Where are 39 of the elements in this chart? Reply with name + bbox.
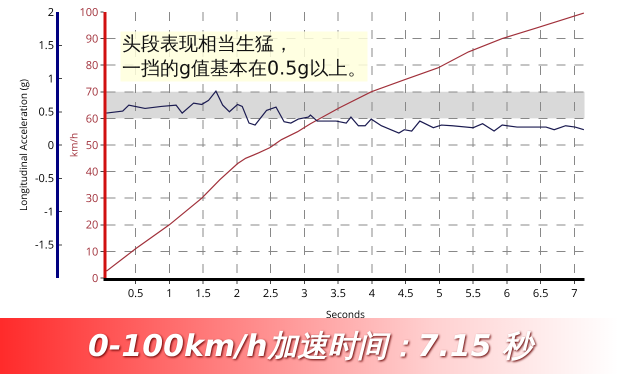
annotation: 头段表现相当生猛，一挡的g值基本在0.5g以上。 — [122, 33, 366, 80]
y2-tick-label: 0.5 — [38, 104, 54, 120]
y-tick-label: 80 — [86, 58, 98, 74]
y-tick-label: 60 — [86, 111, 98, 126]
y2-tick-label: 1 — [48, 71, 54, 86]
x-tick-label: 5.5 — [465, 286, 481, 302]
x-tick-label: 6.5 — [532, 286, 548, 302]
y-tick-label: 50 — [86, 138, 98, 153]
y-tick-label: 90 — [86, 31, 98, 46]
line-series — [106, 90, 584, 134]
x-tick-label: 4 — [368, 286, 376, 302]
line-series — [106, 12, 584, 272]
y-tick-label: 20 — [86, 218, 98, 233]
x-tick-label: 1.5 — [195, 286, 211, 302]
x-tick-label: 2 — [234, 286, 240, 302]
x-tick-label: 0.5 — [128, 286, 144, 302]
x-tick-label: 6 — [504, 286, 510, 302]
x-tick-label: 5 — [436, 286, 443, 302]
y2-tick-label: -0.5 — [34, 171, 54, 186]
x-tick-label: 2.5 — [262, 286, 278, 302]
x-tick-label: 1 — [166, 286, 172, 302]
y-axis-title: km/h — [66, 132, 80, 158]
y-tick-label: 70 — [86, 84, 98, 100]
y2-tick-label: 0 — [48, 138, 54, 153]
y2-axis-title: Longitudinal Acceleration (g) — [16, 78, 30, 211]
y-tick-label: 40 — [86, 164, 98, 180]
x-axis-title: Seconds — [326, 307, 366, 321]
y-tick-label: 10 — [86, 244, 98, 260]
y2-tick-label: 1.5 — [38, 38, 54, 54]
y-tick-label: 100 — [79, 4, 98, 20]
x-tick-label: 7 — [571, 286, 578, 302]
y-tick-label: 0 — [92, 270, 98, 286]
y-tick-label: 30 — [86, 191, 98, 206]
x-tick-label: 3 — [301, 286, 308, 302]
x-tick-label: 3.5 — [330, 286, 346, 302]
y2-tick-label: -1 — [44, 204, 54, 220]
y2-tick-label: -1.5 — [34, 238, 54, 253]
y2-tick-label: 2 — [48, 4, 54, 20]
x-tick-label: 4.5 — [398, 286, 414, 302]
